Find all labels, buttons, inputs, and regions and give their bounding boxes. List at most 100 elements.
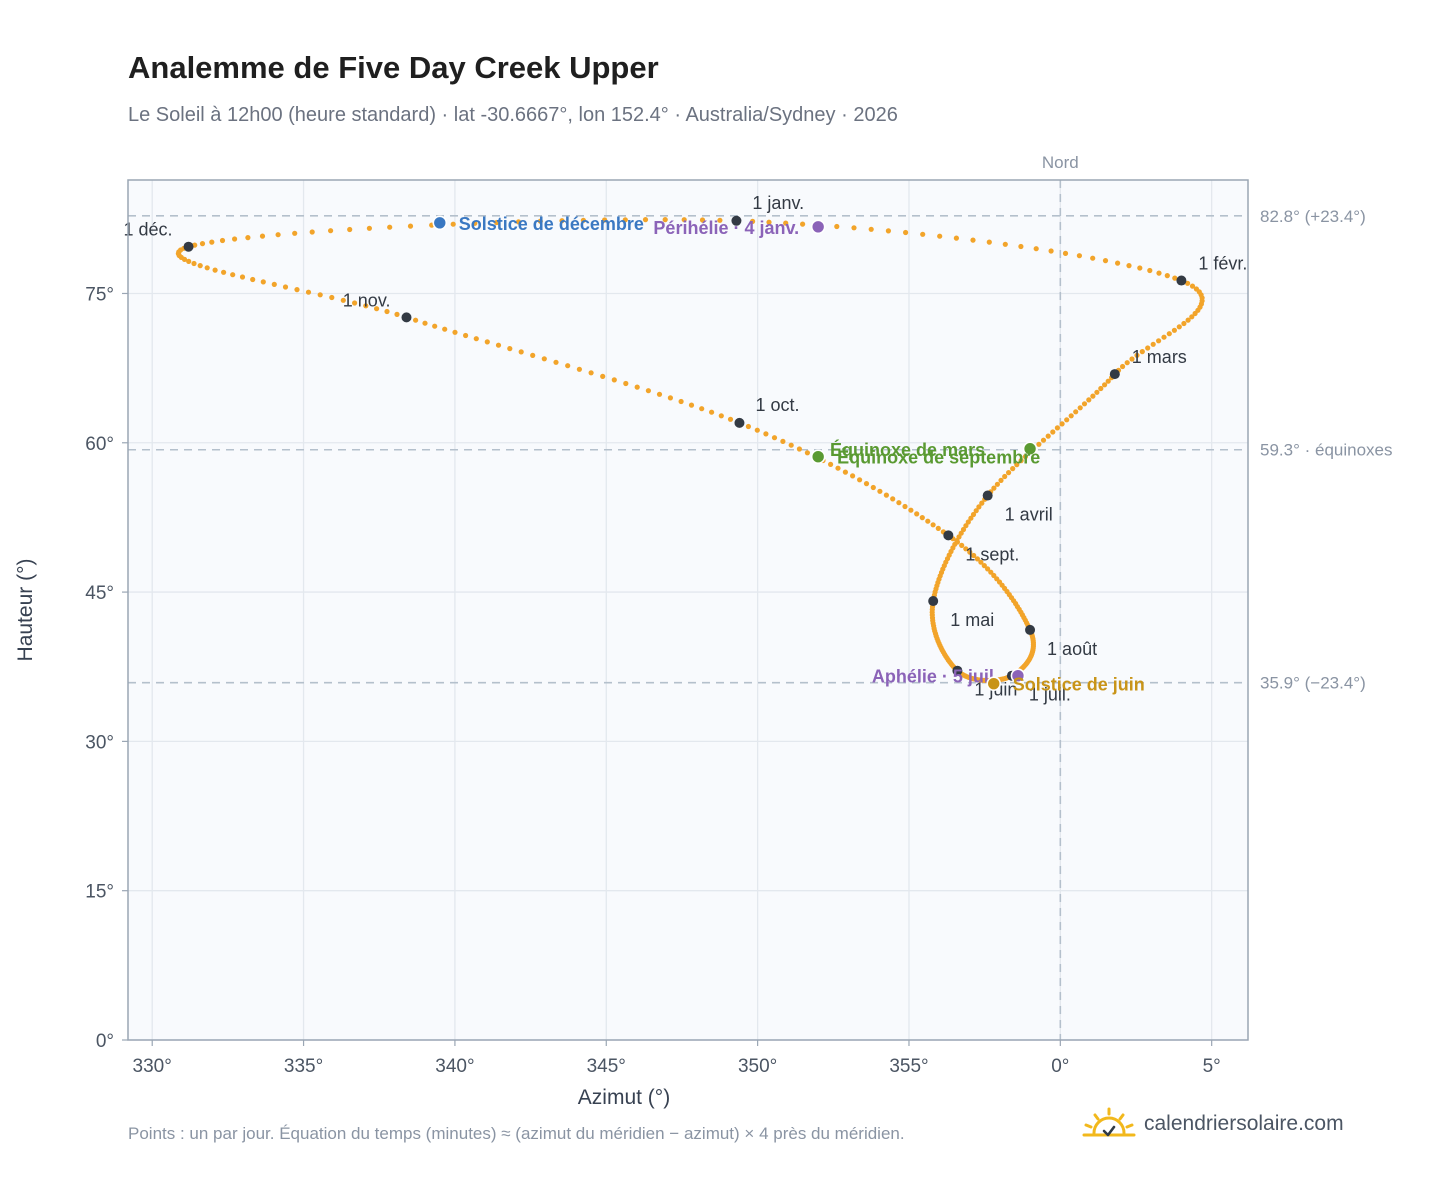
daily-sun-position — [294, 287, 300, 293]
daily-sun-position — [1164, 273, 1170, 279]
chart-subtitle: Le Soleil à 12h00 (heure standard) · lat… — [128, 104, 898, 126]
daily-sun-position — [1062, 250, 1069, 256]
daily-sun-position — [588, 370, 594, 376]
daily-sun-position — [850, 473, 856, 479]
daily-sun-position — [780, 438, 786, 444]
y-axis-label: Hauteur (°) — [14, 559, 37, 662]
month-label: 1 avril — [1005, 505, 1053, 525]
event-label: Aphélie · 5 juil. — [872, 667, 999, 687]
daily-sun-position — [1006, 470, 1012, 476]
daily-sun-position — [750, 218, 756, 224]
event-marker — [432, 215, 448, 231]
month-label: 1 févr. — [1198, 254, 1247, 274]
daily-sun-position — [988, 569, 994, 575]
chart-title: Analemme de Five Day Creek Upper — [128, 50, 659, 85]
event-marker — [810, 449, 826, 465]
daily-sun-position — [645, 388, 652, 394]
daily-sun-position — [1105, 378, 1111, 384]
y-tick-label: 75° — [85, 284, 114, 305]
daily-sun-position — [347, 226, 353, 233]
daily-sun-position — [212, 267, 218, 273]
daily-sun-position — [518, 349, 524, 355]
daily-sun-position — [981, 563, 987, 569]
daily-sun-position — [209, 239, 215, 245]
daily-sun-position — [450, 221, 456, 227]
daily-sun-position — [363, 303, 369, 309]
event-label: Solstice de décembre — [459, 214, 644, 234]
month-marker — [943, 530, 954, 541]
daily-sun-position — [1098, 385, 1104, 392]
daily-sun-position — [902, 503, 908, 510]
daily-sun-position — [745, 423, 752, 430]
daily-sun-position — [877, 488, 883, 494]
daily-sun-position — [1176, 324, 1182, 330]
sun-logo-icon — [1082, 1107, 1136, 1137]
daily-sun-position — [407, 223, 414, 229]
y-tick-label: 0° — [96, 1031, 114, 1052]
daily-sun-position — [600, 373, 606, 379]
daily-sun-position — [885, 228, 892, 234]
event-markers: Solstice de décembre Périhélie · 4 janv. É… — [432, 214, 1145, 695]
daily-sun-position — [699, 406, 705, 412]
plot-frame — [127, 179, 1249, 1041]
daily-sun-position — [537, 218, 543, 224]
daily-sun-position — [1040, 437, 1047, 443]
daily-sun-position — [1156, 338, 1162, 344]
daily-sun-position — [340, 297, 346, 303]
daily-sun-position — [963, 523, 969, 529]
daily-sun-position — [239, 274, 246, 280]
event-marker — [1010, 668, 1026, 683]
daily-sun-position — [366, 225, 372, 231]
daily-sun-position — [868, 226, 874, 232]
daily-sun-position — [1090, 255, 1096, 261]
brand-name: calendriersolaire.com — [1144, 1112, 1344, 1135]
daily-sun-position — [1150, 341, 1156, 347]
daily-sun-position — [699, 217, 706, 223]
daily-sun-position — [221, 269, 227, 275]
month-marker — [183, 241, 194, 252]
daily-sun-position — [1134, 352, 1140, 358]
month-label: 1 nov. — [343, 290, 391, 310]
daily-sun-position — [925, 518, 931, 524]
daily-sun-position — [1045, 433, 1051, 439]
daily-sun-position — [667, 395, 674, 401]
daily-sun-position — [1064, 417, 1070, 423]
brand[interactable]: calendriersolaire.com — [1082, 1104, 1344, 1144]
daily-sun-position — [1189, 283, 1196, 289]
daily-sun-position — [623, 380, 629, 387]
daily-sun-position — [191, 260, 197, 267]
daily-sun-position — [473, 336, 479, 342]
daily-sun-position — [1022, 454, 1028, 460]
daily-sun-position — [991, 485, 997, 491]
daily-sun-position — [688, 402, 695, 408]
x-axis-label: Azimut (°) — [578, 1086, 670, 1109]
month-label: 1 mars — [1132, 347, 1187, 367]
altitude-reference-label: 82.8° (+23.4°) — [1260, 207, 1366, 226]
daily-sun-position — [800, 221, 806, 227]
daily-sun-position — [914, 511, 920, 517]
daily-sun-position — [611, 377, 617, 383]
month-label: 1 janv. — [752, 193, 804, 213]
daily-sun-position — [968, 515, 974, 521]
daily-sun-position — [1102, 258, 1109, 264]
daily-sun-position — [727, 416, 734, 422]
daily-sun-position — [959, 542, 965, 549]
daily-sun-position — [245, 235, 251, 241]
daily-sun-position — [1018, 243, 1024, 250]
daily-sun-position — [352, 300, 358, 306]
daily-sun-position — [804, 450, 811, 456]
daily-sun-position — [634, 384, 640, 390]
daily-sun-position — [1171, 327, 1177, 333]
daily-sun-position — [422, 320, 428, 326]
month-marker — [928, 596, 939, 607]
daily-sun-position — [967, 549, 973, 555]
month-marker — [982, 490, 993, 501]
daily-sun-position — [394, 311, 400, 317]
daily-sun-position — [1081, 401, 1088, 407]
daily-sun-position — [271, 281, 277, 287]
daily-sun-position — [197, 263, 203, 269]
daily-sun-position — [1129, 356, 1135, 362]
daily-sun-position — [1192, 310, 1198, 317]
daily-sun-position — [463, 332, 469, 339]
daily-sun-position — [1172, 275, 1178, 281]
